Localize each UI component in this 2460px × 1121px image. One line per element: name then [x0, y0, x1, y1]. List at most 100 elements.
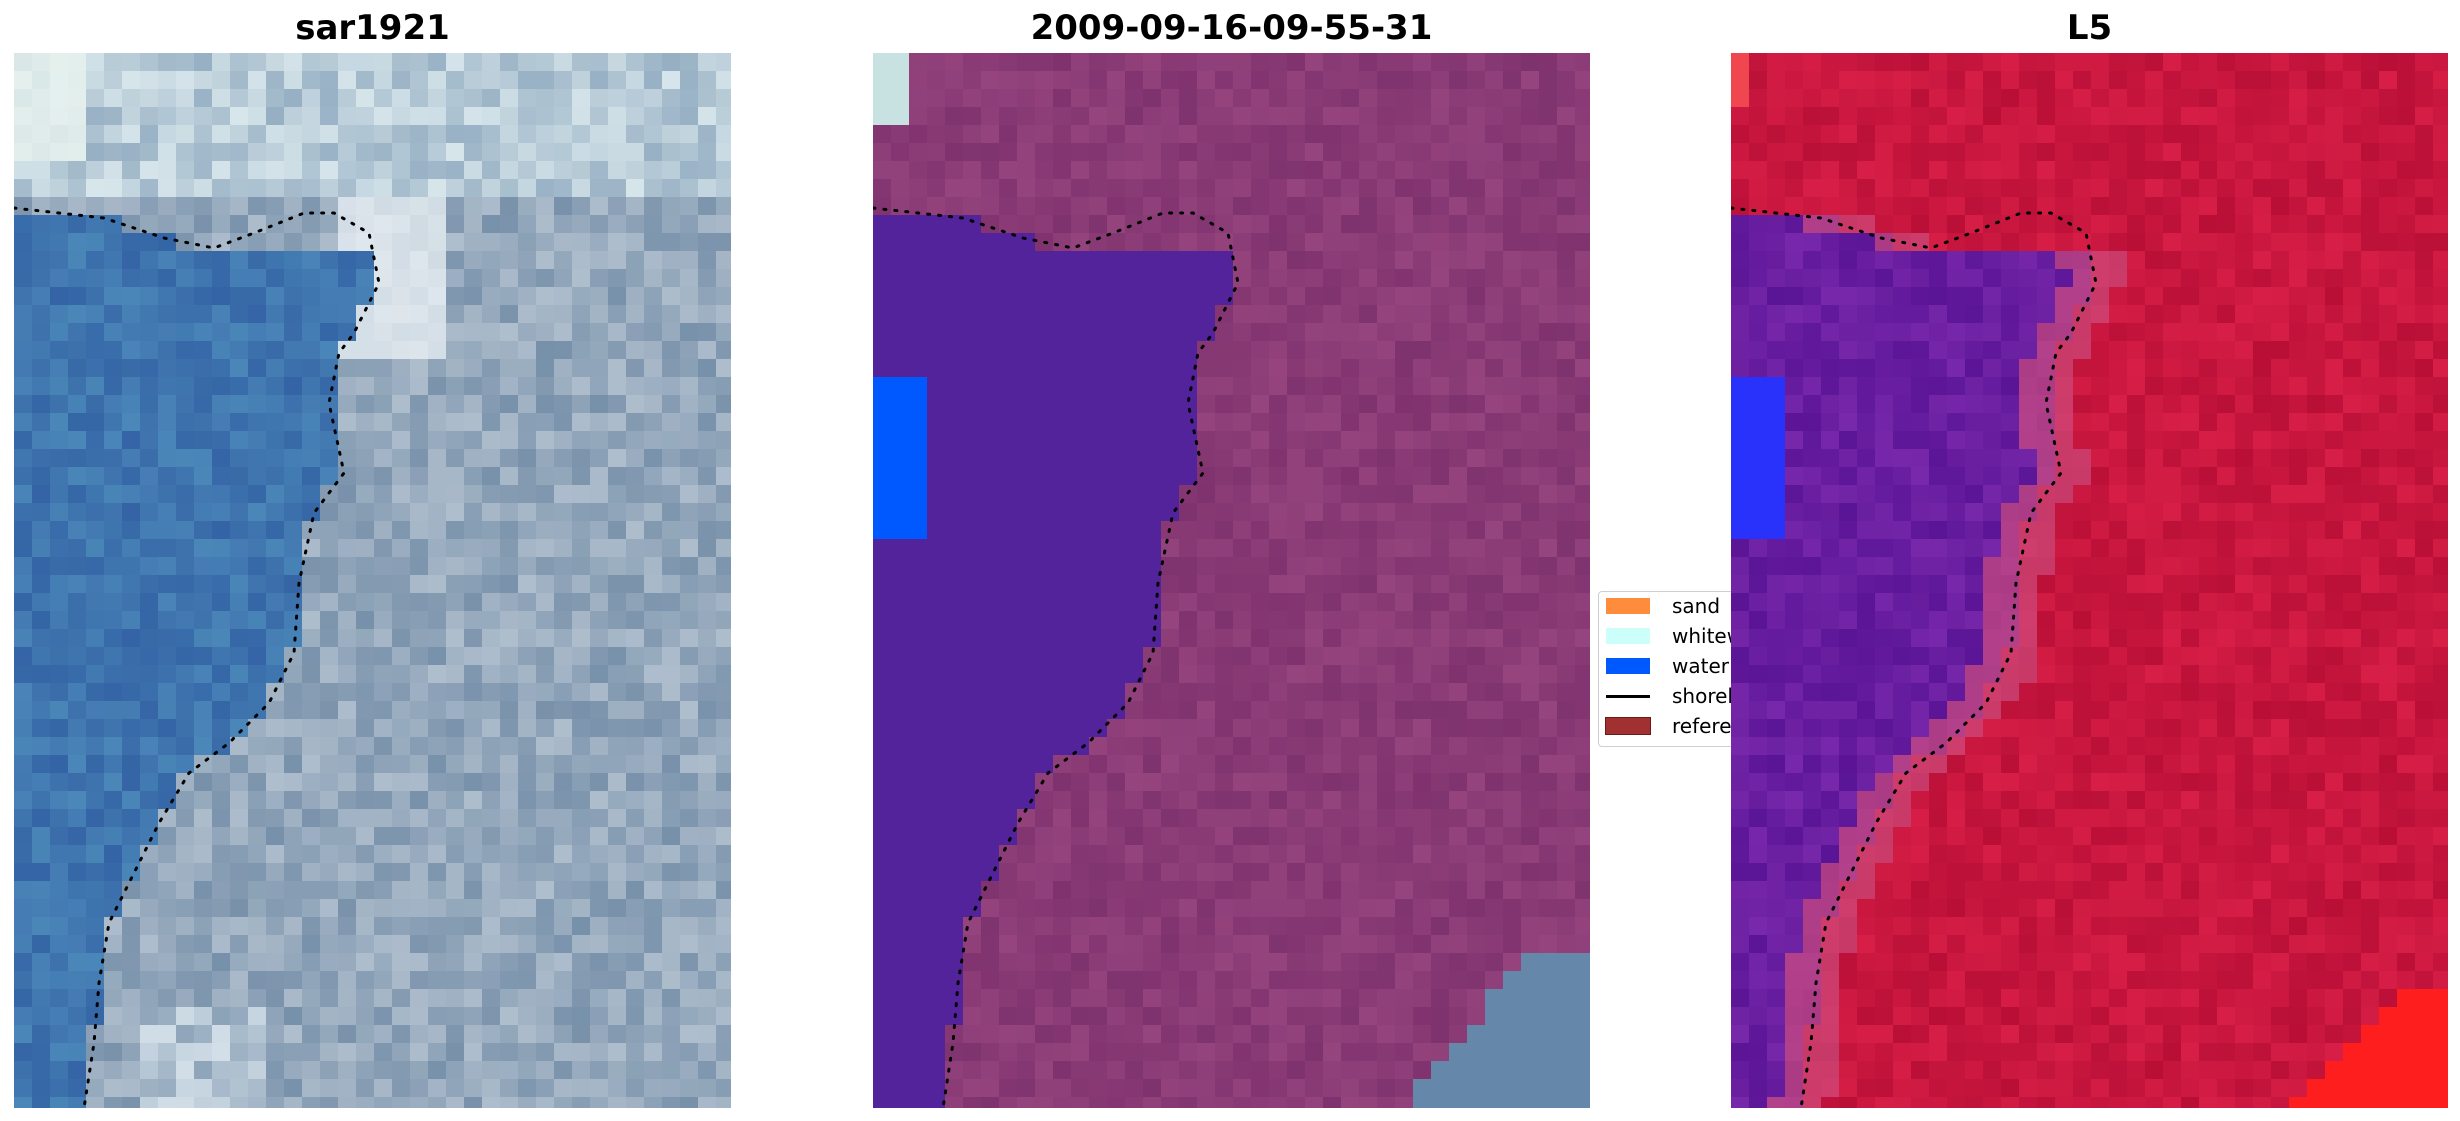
raster-cell [266, 647, 285, 666]
raster-cell [662, 89, 681, 108]
raster-cell [1269, 269, 1288, 288]
raster-cell [536, 899, 555, 918]
raster-cell [194, 179, 213, 198]
raster-cell [1575, 629, 1590, 648]
raster-cell [50, 1079, 69, 1098]
raster-cell [1287, 593, 1306, 612]
raster-cell [1089, 431, 1108, 450]
raster-cell [410, 773, 429, 792]
raster-cell [1839, 107, 1858, 126]
raster-cell [356, 935, 375, 954]
raster-cell [266, 359, 285, 378]
raster-cell [1359, 107, 1378, 126]
raster-cell [1323, 521, 1342, 540]
raster-cell [14, 521, 33, 540]
raster-cell [716, 809, 731, 828]
raster-cell [572, 935, 591, 954]
raster-cell [1179, 71, 1198, 90]
raster-cell [1197, 791, 1216, 810]
raster-cell [500, 791, 519, 810]
raster-cell [392, 71, 411, 90]
raster-cell [1287, 1043, 1306, 1062]
raster-cell [1485, 809, 1504, 828]
raster-cell [482, 1061, 501, 1080]
raster-cell [1395, 899, 1414, 918]
raster-cell [680, 287, 699, 306]
raster-cell [50, 755, 69, 774]
raster-cell [500, 413, 519, 432]
raster-cell [194, 89, 213, 108]
raster-cell [1125, 125, 1144, 144]
raster-cell [1305, 899, 1324, 918]
raster-cell [927, 467, 946, 486]
raster-cell [1017, 179, 1036, 198]
raster-cell [1053, 377, 1072, 396]
raster-cell [140, 1061, 159, 1080]
raster-cell [572, 503, 591, 522]
raster-cell [1125, 1025, 1144, 1044]
raster-cell [873, 377, 892, 396]
raster-cell [86, 503, 105, 522]
raster-cell [50, 377, 69, 396]
raster-cell [1539, 71, 1558, 90]
raster-cell [86, 179, 105, 198]
raster-cell [1575, 737, 1590, 756]
raster-cell [464, 629, 483, 648]
raster-cell [338, 197, 357, 216]
raster-cell [698, 989, 717, 1008]
raster-cell [1395, 683, 1414, 702]
raster-cell [284, 863, 303, 882]
raster-cell [1107, 71, 1126, 90]
raster-cell [1089, 629, 1108, 648]
raster-cell [963, 575, 982, 594]
raster-cell [446, 143, 465, 162]
raster-cell [428, 575, 447, 594]
raster-cell [1467, 197, 1486, 216]
raster-cell [1287, 665, 1306, 684]
raster-cell [104, 683, 123, 702]
raster-cell [1233, 1097, 1252, 1108]
raster-cell [1107, 233, 1126, 252]
raster-cell [284, 1097, 303, 1108]
raster-cell [981, 683, 1000, 702]
raster-cell [392, 269, 411, 288]
raster-cell [662, 773, 681, 792]
raster-cell [873, 143, 892, 162]
raster-cell [1251, 683, 1270, 702]
raster-cell [1233, 665, 1252, 684]
raster-cell [554, 395, 573, 414]
raster-cell [1341, 341, 1360, 360]
raster-cell [320, 971, 339, 990]
raster-cell [50, 107, 69, 126]
raster-cell [392, 521, 411, 540]
raster-cell [572, 287, 591, 306]
raster-cell [1233, 1007, 1252, 1026]
raster-cell [1269, 881, 1288, 900]
raster-cell [176, 449, 195, 468]
raster-cell [698, 953, 717, 972]
raster-cell [1215, 917, 1234, 936]
raster-cell [1053, 899, 1072, 918]
raster-cell [1431, 593, 1450, 612]
raster-cell [1017, 377, 1036, 396]
raster-cell [1503, 413, 1522, 432]
raster-cell [1395, 1061, 1414, 1080]
raster-cell [680, 503, 699, 522]
raster-cell [338, 287, 357, 306]
raster-cell [927, 683, 946, 702]
raster-cell [1143, 1025, 1162, 1044]
raster-cell [212, 395, 231, 414]
raster-cell [1749, 71, 1768, 90]
raster-cell [338, 827, 357, 846]
raster-cell [356, 1025, 375, 1044]
raster-cell [302, 809, 321, 828]
raster-cell [2199, 89, 2218, 108]
raster-cell [68, 413, 87, 432]
raster-cell [464, 377, 483, 396]
raster-cell [1107, 719, 1126, 738]
raster-cell [608, 71, 627, 90]
raster-cell [1233, 503, 1252, 522]
raster-cell [1125, 359, 1144, 378]
raster-cell [1557, 899, 1576, 918]
raster-cell [230, 431, 249, 450]
